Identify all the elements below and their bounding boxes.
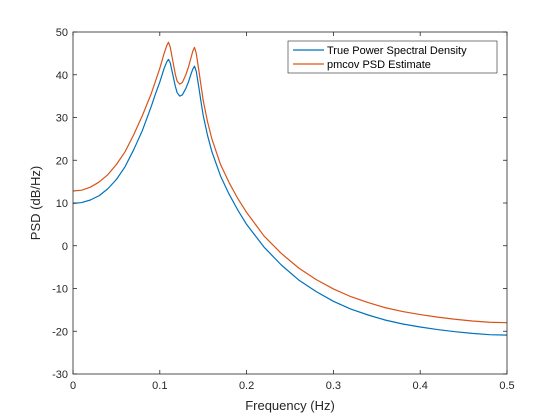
series-line-true-psd <box>72 58 508 336</box>
y-tick-label: 40 <box>56 70 68 82</box>
x-axis-title: Frequency (Hz) <box>245 398 335 413</box>
y-tick-label: 20 <box>56 155 68 167</box>
y-tick-label: -30 <box>52 369 68 381</box>
x-tick-label: 0.3 <box>326 380 341 392</box>
legend-label-true-psd: True Power Spectral Density <box>327 45 467 57</box>
legend: True Power Spectral Density pmcov PSD Es… <box>287 40 498 74</box>
axes-layer: 0 0.1 0.2 0.3 0.4 0.5 -30 -20 -10 0 10 20 30 40 50 <box>52 27 515 392</box>
y-tick-label: -20 <box>52 326 68 338</box>
y-tick-label: 50 <box>56 27 68 39</box>
legend-label-pmcov-estimate: pmcov PSD Estimate <box>327 59 431 71</box>
y-tick-label: 10 <box>56 198 68 210</box>
x-tick-label: 0 <box>70 380 76 392</box>
x-tick-label: 0.4 <box>413 380 428 392</box>
legend-box <box>287 40 498 74</box>
series-layer <box>72 41 508 336</box>
x-tick-label: 0.5 <box>499 380 514 392</box>
y-axis-title: PSD (dB/Hz) <box>28 166 43 240</box>
plot-area <box>73 32 507 374</box>
y-tick-label: 30 <box>56 113 68 125</box>
series-line-pmcov-estimate <box>72 41 508 324</box>
x-tick-label: 0.1 <box>152 380 167 392</box>
y-tick-label: -10 <box>52 284 68 296</box>
x-tick-label: 0.2 <box>239 380 254 392</box>
y-tick-label: 0 <box>62 241 68 253</box>
